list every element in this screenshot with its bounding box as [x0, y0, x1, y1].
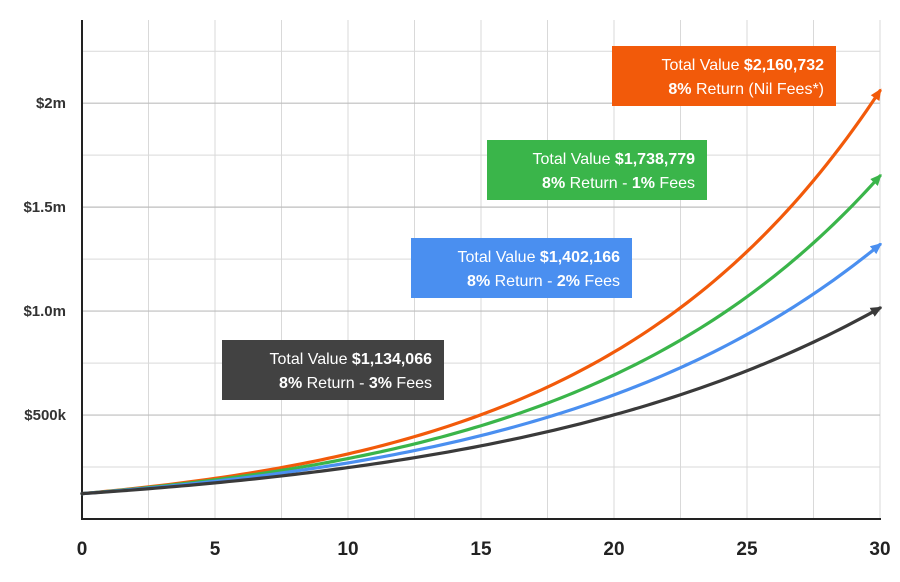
annotation-return-rate: 8%	[467, 273, 490, 290]
annotation-return-text: Return -	[565, 175, 632, 192]
annotation-prefix: Total Value	[533, 151, 615, 168]
annotation-box	[487, 140, 707, 200]
annotations: Total Value $2,160,732 8% Return (Nil Fee…	[222, 46, 836, 400]
annotation-two: Total Value $1,402,166 8% Return - 2% Fee…	[411, 238, 632, 298]
annotation-nil: Total Value $2,160,732 8% Return (Nil Fee…	[612, 46, 836, 106]
annotation-prefix: Total Value	[662, 57, 744, 74]
annotation-fee-rate: 3%	[369, 375, 392, 392]
annotation-detail-line: 8% Return (Nil Fees*)	[668, 81, 824, 98]
annotation-prefix: Total Value	[270, 351, 352, 368]
annotation-detail-line: 8% Return - 3% Fees	[279, 375, 432, 392]
annotation-box	[612, 46, 836, 106]
annotation-fee-text: Fees	[655, 175, 695, 192]
x-tick-label: 10	[337, 539, 358, 560]
y-tick-label: $2m	[36, 95, 66, 112]
x-tick-label: 25	[736, 539, 758, 560]
annotation-total-line: Total Value $1,402,166	[458, 249, 621, 266]
x-tick-label: 15	[470, 539, 492, 560]
annotation-total-value: $1,134,066	[352, 351, 432, 368]
annotation-total-line: Total Value $1,134,066	[270, 351, 433, 368]
annotation-fee-rate: 2%	[557, 273, 580, 290]
annotation-three: Total Value $1,134,066 8% Return - 3% Fee…	[222, 340, 444, 400]
y-tick-label: $1.5m	[23, 199, 66, 216]
x-tick-label: 5	[210, 539, 221, 560]
annotation-fee-text: Fees	[580, 273, 620, 290]
annotation-fee-rate: 1%	[632, 175, 655, 192]
annotation-fee-text: Fees	[392, 375, 432, 392]
annotation-return-text: Return (Nil Fees*)	[692, 81, 824, 98]
annotation-prefix: Total Value	[458, 249, 540, 266]
annotation-total-line: Total Value $1,738,779	[533, 151, 696, 168]
annotation-box	[411, 238, 632, 298]
annotation-detail-line: 8% Return - 2% Fees	[467, 273, 620, 290]
annotation-one: Total Value $1,738,779 8% Return - 1% Fee…	[487, 140, 707, 200]
annotation-return-text: Return -	[302, 375, 369, 392]
annotation-return-rate: 8%	[542, 175, 565, 192]
annotation-return-rate: 8%	[668, 81, 691, 98]
annotation-box	[222, 340, 444, 400]
annotation-detail-line: 8% Return - 1% Fees	[542, 175, 695, 192]
annotation-return-rate: 8%	[279, 375, 302, 392]
annotation-total-value: $1,738,779	[615, 151, 695, 168]
annotation-total-line: Total Value $2,160,732	[662, 57, 825, 74]
series-lines	[80, 88, 883, 496]
y-tick-label: $1.0m	[23, 303, 66, 320]
x-tick-label: 0	[77, 539, 88, 560]
annotation-total-value: $1,402,166	[540, 249, 620, 266]
x-tick-label: 30	[869, 539, 890, 560]
axes: $500k $1.0m $1.5m $2m 0 5 10 15 20 25 30	[23, 20, 891, 560]
x-tick-label: 20	[603, 539, 624, 560]
series-line-two	[80, 242, 882, 496]
annotation-return-text: Return -	[490, 273, 557, 290]
series-line-three	[80, 306, 883, 496]
annotation-total-value: $2,160,732	[744, 57, 824, 74]
y-tick-label: $500k	[24, 407, 66, 424]
